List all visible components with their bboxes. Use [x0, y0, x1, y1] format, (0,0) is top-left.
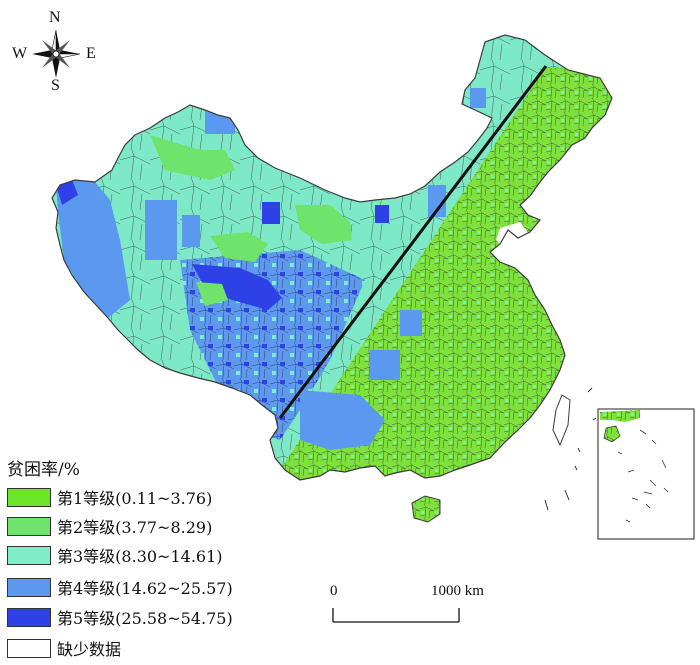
legend-swatch: [7, 516, 51, 536]
legend-item-level-4: 第4等级(14.62~25.57): [7, 576, 233, 598]
compass-west-label: W: [12, 45, 28, 62]
compass-rose-icon: [32, 29, 81, 78]
scale-end-label: 1000 km: [431, 583, 484, 599]
legend-label: 第5等级(25.58~54.75): [57, 609, 233, 628]
legend-label: 第2等级(3.77~8.29): [57, 518, 213, 537]
legend-swatch: [7, 607, 51, 627]
compass-east-label: E: [86, 45, 96, 62]
legend-title: 贫困率/%: [7, 460, 80, 480]
legend-item-level-2: 第2等级(3.77~8.29): [7, 515, 212, 537]
scale-start-label: 0: [330, 583, 338, 599]
legend-item-level-3: 第3等级(8.30~14.61): [7, 544, 223, 566]
compass-south-label: S: [51, 77, 60, 94]
compass-north-label: N: [49, 9, 61, 26]
legend-label: 第3等级(8.30~14.61): [57, 547, 223, 566]
legend-swatch: [7, 545, 51, 565]
legend-label: 缺少数据: [57, 640, 122, 659]
legend-item-level-1: 第1等级(0.11~3.76): [7, 486, 212, 508]
legend-label: 第1等级(0.11~3.76): [57, 489, 213, 508]
legend-swatch: [7, 487, 51, 507]
legend-swatch: [7, 577, 51, 597]
legend-label: 第4等级(14.62~25.57): [57, 579, 233, 598]
divider-line: [278, 65, 548, 419]
south-china-sea-inset: [597, 408, 695, 540]
legend-swatch: [7, 638, 51, 658]
china-map: [51, 34, 613, 523]
legend-item-missing: 缺少数据: [7, 637, 121, 659]
legend-item-level-5: 第5等级(25.58~54.75): [7, 606, 233, 628]
scale-bar: [332, 608, 460, 623]
